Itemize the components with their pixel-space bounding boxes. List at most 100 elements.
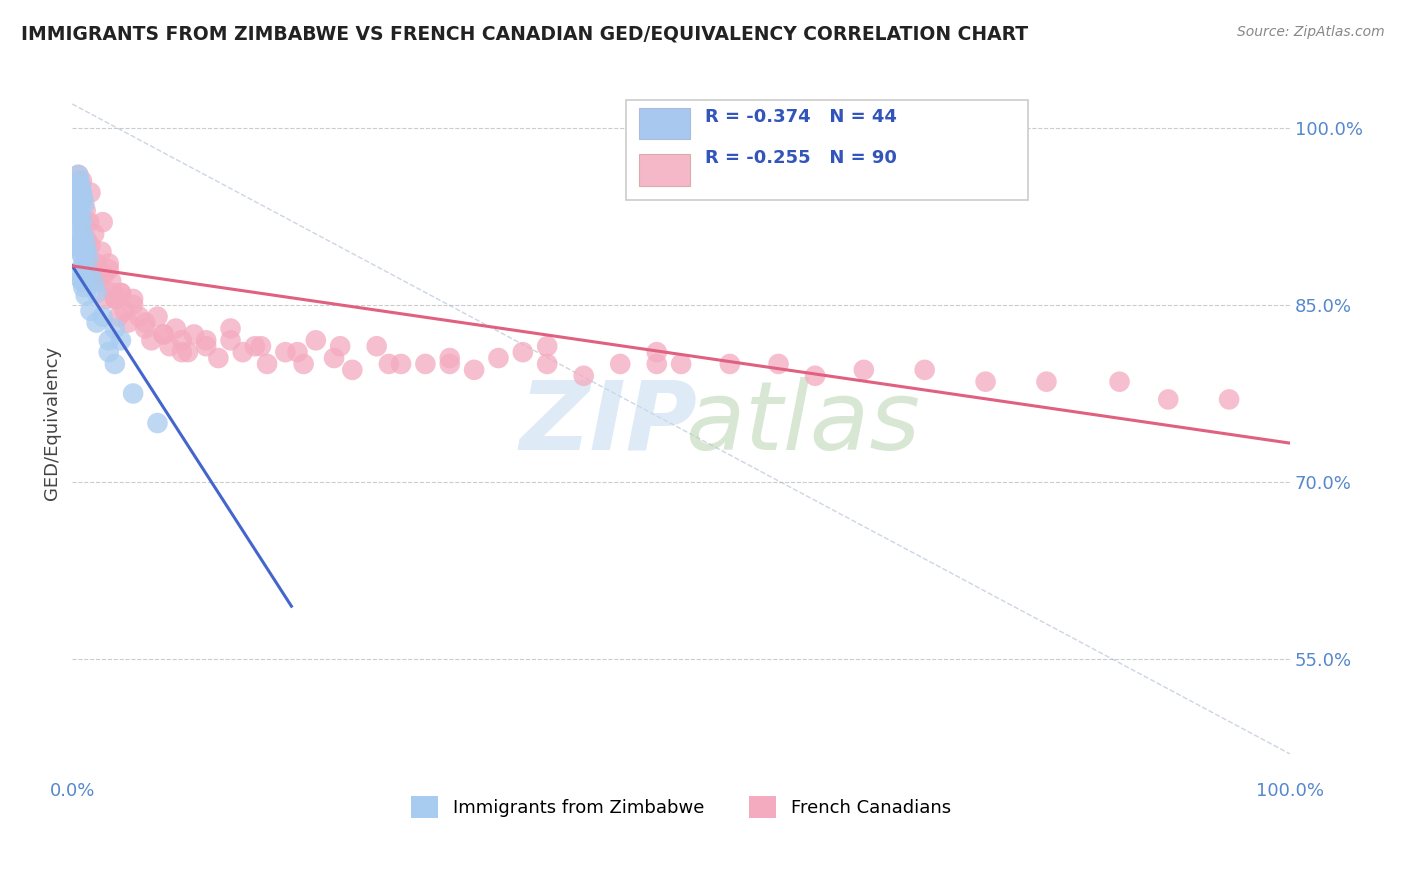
Point	[103, 286, 125, 301]
Point	[219, 321, 242, 335]
Point	[69, 272, 91, 286]
Point	[65, 203, 87, 218]
Point	[104, 321, 127, 335]
Point	[195, 339, 218, 353]
Point	[77, 256, 100, 270]
Point	[67, 168, 90, 182]
Point	[488, 351, 510, 365]
Y-axis label: GED/Equivalency: GED/Equivalency	[44, 346, 60, 500]
Point	[366, 339, 388, 353]
Point	[72, 215, 94, 229]
Text: R = -0.255   N = 90: R = -0.255 N = 90	[706, 149, 897, 167]
Point	[250, 339, 273, 353]
Point	[170, 345, 193, 359]
Point	[195, 334, 218, 348]
Point	[804, 368, 827, 383]
Point	[100, 274, 122, 288]
Point	[141, 334, 163, 348]
Point	[87, 274, 110, 288]
Point	[609, 357, 631, 371]
Point	[69, 203, 91, 218]
Point	[90, 244, 112, 259]
Point	[91, 310, 114, 324]
Point	[70, 215, 93, 229]
Point	[110, 334, 132, 348]
Point	[536, 339, 558, 353]
Point	[439, 351, 461, 365]
Point	[1157, 392, 1180, 407]
Point	[69, 209, 91, 223]
Point	[305, 334, 328, 348]
Point	[536, 357, 558, 371]
Point	[83, 277, 105, 291]
Point	[72, 227, 94, 241]
Point	[72, 256, 94, 270]
Point	[378, 357, 401, 371]
Point	[122, 292, 145, 306]
Point	[110, 286, 132, 301]
Point	[669, 357, 692, 371]
Point	[463, 363, 485, 377]
Point	[86, 316, 108, 330]
Point	[232, 345, 254, 359]
Point	[146, 310, 169, 324]
Point	[104, 292, 127, 306]
Point	[110, 286, 132, 301]
FancyBboxPatch shape	[638, 153, 690, 186]
Point	[104, 357, 127, 371]
Point	[67, 168, 90, 182]
Text: ZIP: ZIP	[519, 376, 697, 469]
Point	[83, 227, 105, 241]
Point	[914, 363, 936, 377]
Text: IMMIGRANTS FROM ZIMBABWE VS FRENCH CANADIAN GED/EQUIVALENCY CORRELATION CHART: IMMIGRANTS FROM ZIMBABWE VS FRENCH CANAD…	[21, 25, 1028, 44]
Point	[134, 316, 156, 330]
Point	[63, 179, 86, 194]
Point	[72, 280, 94, 294]
Point	[75, 239, 97, 253]
Point	[122, 386, 145, 401]
Point	[86, 286, 108, 301]
Point	[69, 233, 91, 247]
Point	[768, 357, 790, 371]
Point	[389, 357, 412, 371]
Point	[65, 239, 87, 253]
Point	[852, 363, 875, 377]
FancyBboxPatch shape	[638, 108, 690, 139]
Point	[97, 334, 120, 348]
Point	[65, 215, 87, 229]
Point	[974, 375, 997, 389]
Point	[79, 239, 101, 253]
FancyBboxPatch shape	[626, 101, 1028, 200]
Point	[146, 416, 169, 430]
Point	[97, 262, 120, 277]
Point	[69, 179, 91, 194]
Point	[69, 174, 91, 188]
Point	[76, 244, 98, 259]
Text: R = -0.374   N = 44: R = -0.374 N = 44	[706, 108, 897, 126]
Point	[256, 357, 278, 371]
Point	[76, 233, 98, 247]
Point	[70, 248, 93, 262]
Point	[439, 357, 461, 371]
Text: atlas: atlas	[685, 376, 921, 469]
Point	[165, 321, 187, 335]
Point	[70, 174, 93, 188]
Point	[645, 345, 668, 359]
Point	[329, 339, 352, 353]
Point	[73, 244, 96, 259]
Point	[170, 334, 193, 348]
Point	[67, 265, 90, 279]
Point	[207, 351, 229, 365]
Point	[152, 327, 174, 342]
Point	[107, 310, 129, 324]
Point	[177, 345, 200, 359]
Point	[77, 215, 100, 229]
Point	[79, 268, 101, 283]
Point	[159, 339, 181, 353]
Point	[512, 345, 534, 359]
Point	[134, 321, 156, 335]
Point	[70, 192, 93, 206]
Point	[1035, 375, 1057, 389]
Point	[67, 197, 90, 211]
Point	[183, 327, 205, 342]
